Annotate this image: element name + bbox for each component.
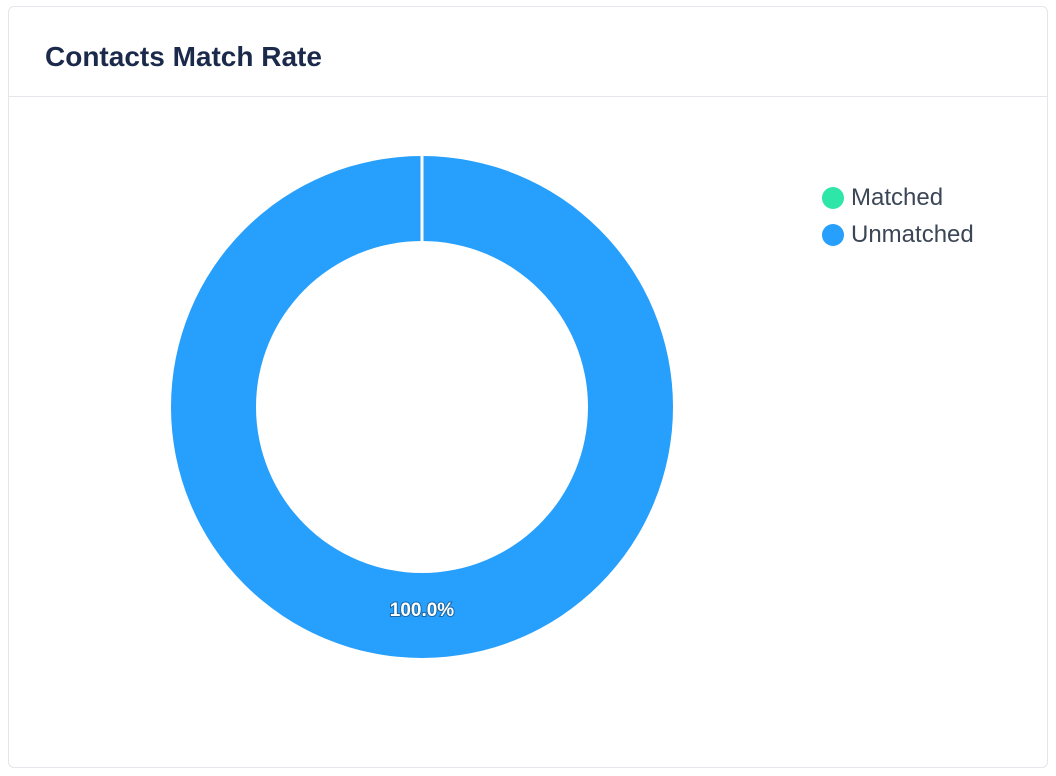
legend-item-unmatched[interactable]: Unmatched bbox=[822, 216, 974, 253]
data-label-unmatched: 100.0% bbox=[390, 600, 455, 621]
donut-chart: 100.0% bbox=[171, 155, 673, 658]
legend-swatch-unmatched bbox=[822, 223, 844, 246]
donut-slice-unmatched[interactable] bbox=[171, 156, 673, 658]
chart-legend: Matched Unmatched bbox=[822, 179, 974, 253]
card-title: Contacts Match Rate bbox=[45, 41, 322, 72]
legend-label-matched: Matched bbox=[851, 183, 944, 211]
match-rate-card: Contacts Match Rate 100.0% Matched Unmat… bbox=[8, 6, 1048, 768]
card-header: Contacts Match Rate bbox=[9, 7, 1047, 97]
legend-swatch-matched bbox=[822, 186, 844, 209]
legend-label-unmatched: Unmatched bbox=[851, 220, 974, 248]
chart-area: 100.0% Matched Unmatched bbox=[9, 97, 1047, 767]
legend-item-matched[interactable]: Matched bbox=[822, 179, 974, 216]
